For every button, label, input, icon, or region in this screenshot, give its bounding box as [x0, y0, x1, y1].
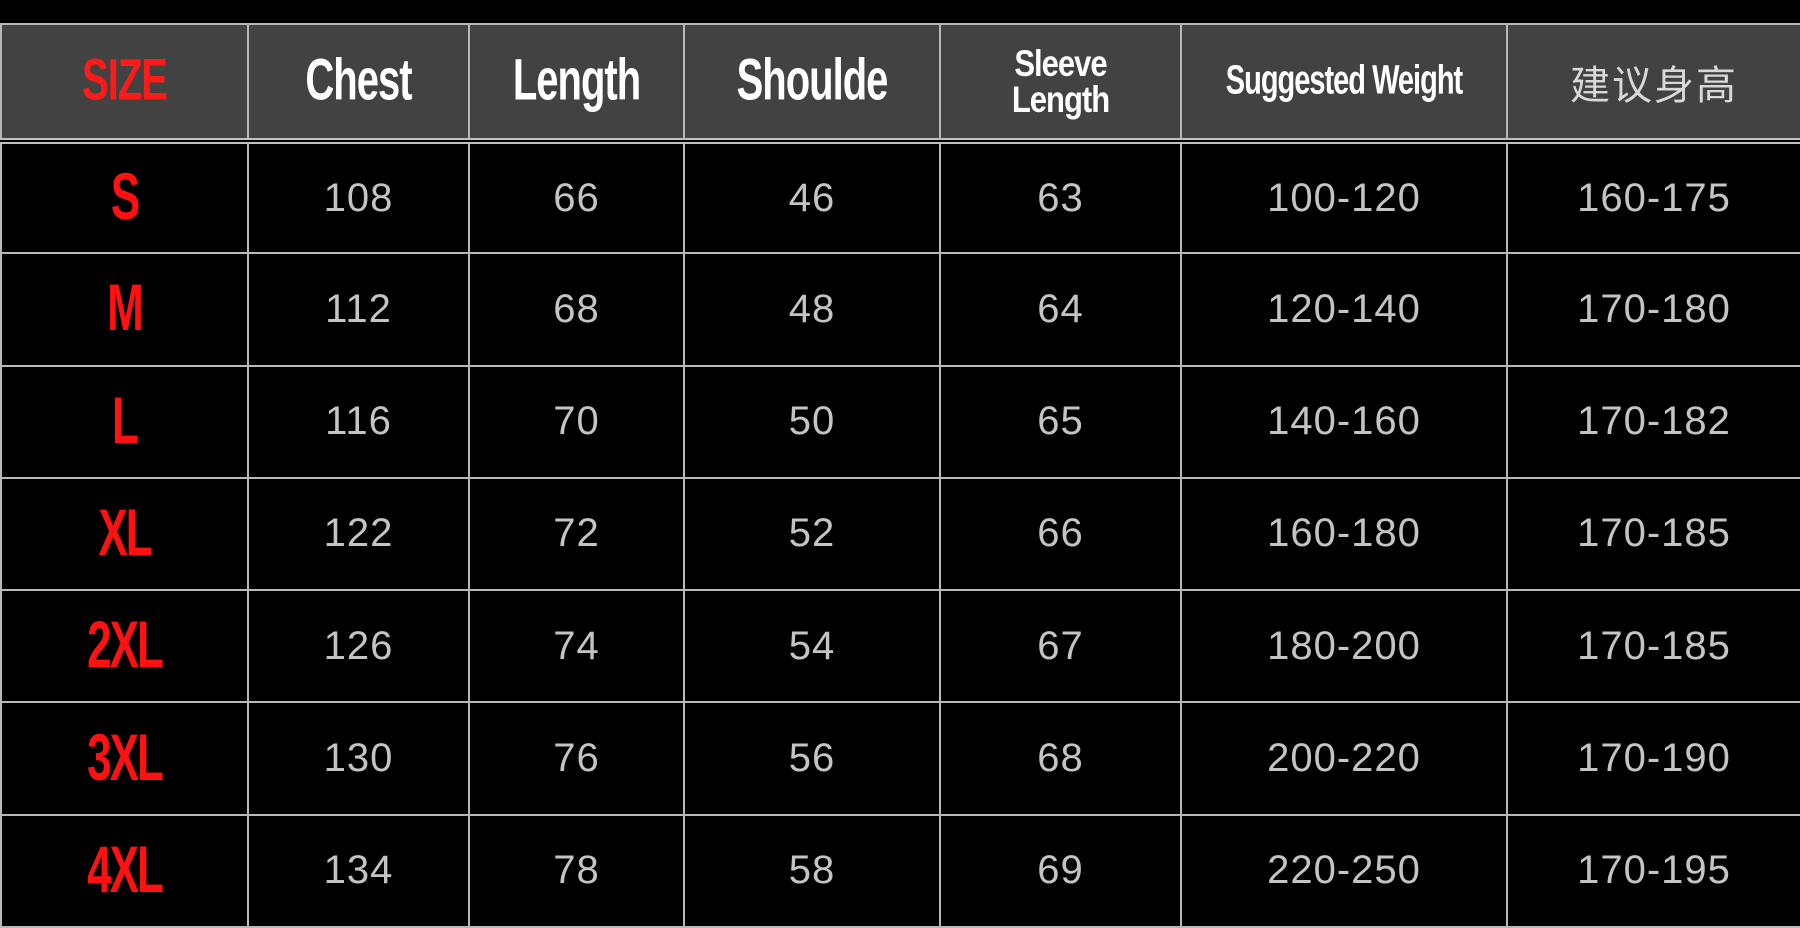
size-label: 3XL [87, 721, 164, 795]
cell-suggested-weight: 220-250 [1180, 813, 1508, 928]
size-label: L [112, 384, 139, 458]
size-chart-table: SIZE Chest Length Shoulde Sleeve Length S… [0, 23, 1800, 928]
cell-chest: 108 [247, 139, 470, 255]
cell-shoulder: 52 [683, 476, 941, 592]
table-row: M 112 68 48 64 120-140 170-180 [0, 252, 1800, 367]
cell-chest: 134 [247, 813, 470, 928]
table-row: 3XL 130 76 56 68 200-220 170-190 [0, 701, 1800, 816]
cell-length: 70 [468, 364, 685, 479]
header-chest: Chest [247, 23, 470, 144]
header-sleeve-line2: Length [1011, 77, 1110, 120]
cell-suggested-weight: 140-160 [1180, 364, 1508, 479]
cell-length: 76 [468, 701, 685, 816]
cell-shoulder: 58 [683, 813, 941, 928]
cell-suggested-weight: 100-120 [1180, 139, 1508, 255]
cell-size: 3XL [0, 701, 249, 816]
cell-size: 4XL [0, 813, 249, 928]
header-size: SIZE [0, 23, 249, 144]
header-sleeve-line1: Sleeve [1014, 41, 1107, 84]
size-label: 4XL [87, 833, 164, 907]
cell-suggested-height: 170-195 [1506, 813, 1800, 928]
header-row: SIZE Chest Length Shoulde Sleeve Length S… [0, 23, 1800, 144]
cell-sleeve-length: 64 [939, 252, 1182, 367]
header-sleeve-length: Sleeve Length [939, 23, 1182, 144]
cell-length: 74 [468, 589, 685, 704]
cell-suggested-height: 160-175 [1506, 139, 1800, 255]
size-label: M [107, 271, 144, 346]
top-band [0, 0, 1800, 23]
cell-suggested-weight: 160-180 [1180, 476, 1508, 592]
cell-chest: 112 [247, 252, 470, 367]
cell-chest: 122 [247, 476, 470, 592]
cell-shoulder: 48 [683, 252, 941, 367]
table-row: 4XL 134 78 58 69 220-250 170-195 [0, 813, 1800, 928]
cell-suggested-height: 170-180 [1506, 252, 1800, 367]
cell-sleeve-length: 67 [939, 589, 1182, 704]
size-label: S [110, 160, 140, 235]
size-label: XL [98, 496, 152, 570]
header-shoulder: Shoulde [683, 23, 941, 144]
cell-suggested-weight: 200-220 [1180, 701, 1508, 816]
header-suggested-weight: Suggested Weight [1180, 23, 1508, 144]
cell-suggested-height: 170-190 [1506, 701, 1800, 816]
cell-suggested-weight: 180-200 [1180, 589, 1508, 704]
cell-sleeve-length: 69 [939, 813, 1182, 928]
cell-suggested-weight: 120-140 [1180, 252, 1508, 367]
header-length: Length [468, 23, 685, 144]
cell-suggested-height: 170-185 [1506, 589, 1800, 704]
cell-shoulder: 50 [683, 364, 941, 479]
cell-shoulder: 54 [683, 589, 941, 704]
table-row: S 108 66 46 63 100-120 160-175 [0, 139, 1800, 255]
table-row: XL 122 72 52 66 160-180 170-185 [0, 476, 1800, 592]
cell-size: M [0, 252, 249, 367]
cell-chest: 126 [247, 589, 470, 704]
cell-sleeve-length: 63 [939, 139, 1182, 255]
cell-size: 2XL [0, 589, 249, 704]
cell-sleeve-length: 65 [939, 364, 1182, 479]
cell-length: 78 [468, 813, 685, 928]
cell-size: S [0, 139, 249, 255]
cell-sleeve-length: 68 [939, 701, 1182, 816]
cell-sleeve-length: 66 [939, 476, 1182, 592]
cell-length: 66 [468, 139, 685, 255]
cell-chest: 130 [247, 701, 470, 816]
table-row: 2XL 126 74 54 67 180-200 170-185 [0, 589, 1800, 704]
header-suggested-height: 建议身高 [1506, 23, 1800, 144]
table-row: L 116 70 50 65 140-160 170-182 [0, 364, 1800, 479]
cell-size: XL [0, 476, 249, 592]
cell-length: 68 [468, 252, 685, 367]
cell-shoulder: 56 [683, 701, 941, 816]
cell-suggested-height: 170-182 [1506, 364, 1800, 479]
cell-shoulder: 46 [683, 139, 941, 255]
cell-size: L [0, 364, 249, 479]
size-label: 2XL [87, 608, 164, 683]
cell-length: 72 [468, 476, 685, 592]
cell-chest: 116 [247, 364, 470, 479]
cell-suggested-height: 170-185 [1506, 476, 1800, 592]
